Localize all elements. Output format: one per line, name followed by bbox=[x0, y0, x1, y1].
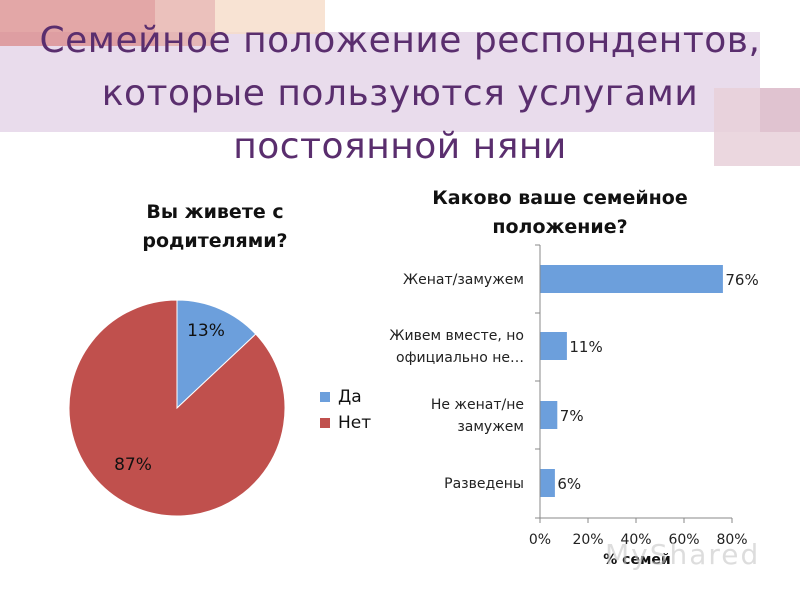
decor-block bbox=[0, 0, 155, 46]
bar bbox=[540, 332, 567, 360]
bar bbox=[540, 469, 555, 497]
x-tick-label: 80% bbox=[716, 532, 747, 548]
legend-label-da: Да bbox=[338, 387, 362, 407]
bar bbox=[540, 265, 723, 293]
decor-block bbox=[155, 0, 215, 46]
legend-swatch-da bbox=[320, 392, 330, 402]
pie-chart-title: Вы живете с родителями? bbox=[142, 201, 288, 252]
x-tick-label: 0% bbox=[529, 532, 551, 548]
legend-item-da: Да bbox=[320, 384, 371, 410]
bar-category-label: Живем вместе, но официально не… bbox=[389, 328, 524, 366]
x-axis-title: % семей bbox=[603, 552, 670, 568]
bar-chart-title: Каково ваше семейное положение? bbox=[432, 187, 688, 238]
bar-category-label: Не женат/не замужем bbox=[430, 397, 524, 435]
bar-data-label: 76% bbox=[725, 271, 758, 289]
title-band bbox=[0, 32, 760, 132]
decor-block bbox=[760, 88, 800, 132]
bar-data-label: 6% bbox=[557, 475, 581, 493]
legend-swatch-net bbox=[320, 418, 330, 428]
bar-category-label: Разведены bbox=[444, 476, 524, 492]
decor-block bbox=[215, 0, 325, 34]
x-tick-label: 40% bbox=[620, 532, 651, 548]
x-tick-label: 20% bbox=[572, 532, 603, 548]
bar-chart: 0% 20% 40% 60% 80% % семей 76% 11% 7% 6% bbox=[529, 244, 759, 568]
pie-slice-net bbox=[68, 299, 286, 517]
slide-title: Семейное положение респондентов, которые… bbox=[39, 20, 761, 167]
pie-data-label: 13% bbox=[187, 321, 225, 341]
watermark: MyShared bbox=[605, 538, 761, 571]
x-tick-label: 60% bbox=[668, 532, 699, 548]
legend-item-net: Нет bbox=[320, 410, 371, 436]
pie-legend: Да Нет bbox=[320, 384, 371, 436]
legend-label-net: Нет bbox=[338, 413, 372, 433]
bar bbox=[540, 401, 558, 429]
pie-data-label: 87% bbox=[114, 455, 152, 475]
bar-data-label: 7% bbox=[560, 407, 584, 425]
bar-category-label: Женат/замужем bbox=[403, 272, 524, 288]
pie-chart: 13% 87% bbox=[68, 299, 286, 517]
pie-slice-da bbox=[176, 299, 257, 410]
bar-data-label: 11% bbox=[569, 338, 602, 356]
